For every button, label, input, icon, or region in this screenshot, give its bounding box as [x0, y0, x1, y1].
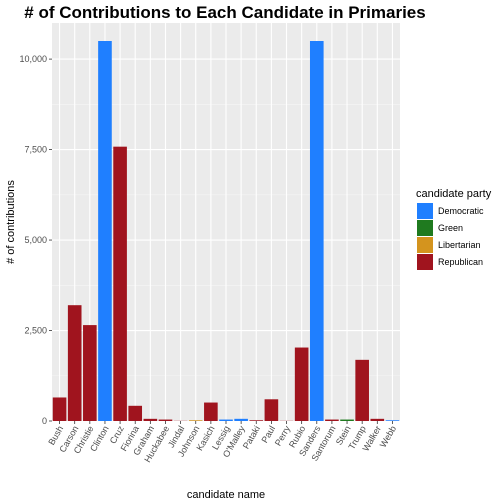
legend-swatch-republican [417, 254, 433, 270]
legend-swatch-democratic [417, 203, 433, 219]
bar-pataki [249, 420, 264, 421]
y-tick-label: 0 [42, 416, 47, 426]
x-axis-ticks: BushCarsonChristieClintonCruzFiorinaGrah… [46, 421, 398, 464]
legend-swatch-green [417, 220, 433, 236]
bar-cruz [113, 146, 127, 421]
legend-swatch-libertarian [417, 237, 433, 253]
bar-webb [385, 420, 400, 421]
legend-label-republican: Republican [438, 257, 483, 267]
bar-carson [67, 305, 82, 421]
x-axis-title: candidate name [187, 489, 265, 501]
bar-walker [370, 418, 385, 421]
bar-huckabee [158, 419, 173, 421]
y-tick-label: 7,500 [24, 145, 47, 155]
bar-omalley [234, 418, 248, 421]
legend-label-libertarian: Libertarian [438, 240, 481, 250]
bar-graham [143, 418, 158, 421]
bar-sanders [309, 41, 324, 421]
bar-bush [52, 397, 67, 421]
y-axis-title: # of contributions [5, 180, 17, 264]
bar-paul [264, 399, 279, 421]
y-axis-ticks: 0 2,500 5,000 7,500 10,000 [19, 54, 52, 426]
legend-label-democratic: Democratic [438, 206, 484, 216]
bar-rubio [294, 347, 309, 421]
bar-stein [340, 419, 354, 421]
bar-clinton [98, 41, 112, 421]
bar-trump [355, 359, 369, 421]
bar-christie [83, 325, 97, 421]
bar-fiorina [128, 405, 143, 421]
bar-lessig [219, 419, 233, 421]
y-tick-label: 5,000 [24, 235, 47, 245]
y-tick-label: 2,500 [24, 326, 47, 336]
legend: candidate party Democratic Green Libertari… [416, 188, 492, 270]
legend-title: candidate party [416, 188, 492, 200]
bars [52, 41, 400, 421]
legend-label-green: Green [438, 223, 463, 233]
y-tick-label: 10,000 [19, 54, 47, 64]
bar-johnson [188, 420, 203, 421]
chart-title: # of Contributions to Each Candidate in … [24, 3, 425, 22]
bar-kasich [204, 402, 218, 421]
bar-santorum [325, 419, 339, 421]
